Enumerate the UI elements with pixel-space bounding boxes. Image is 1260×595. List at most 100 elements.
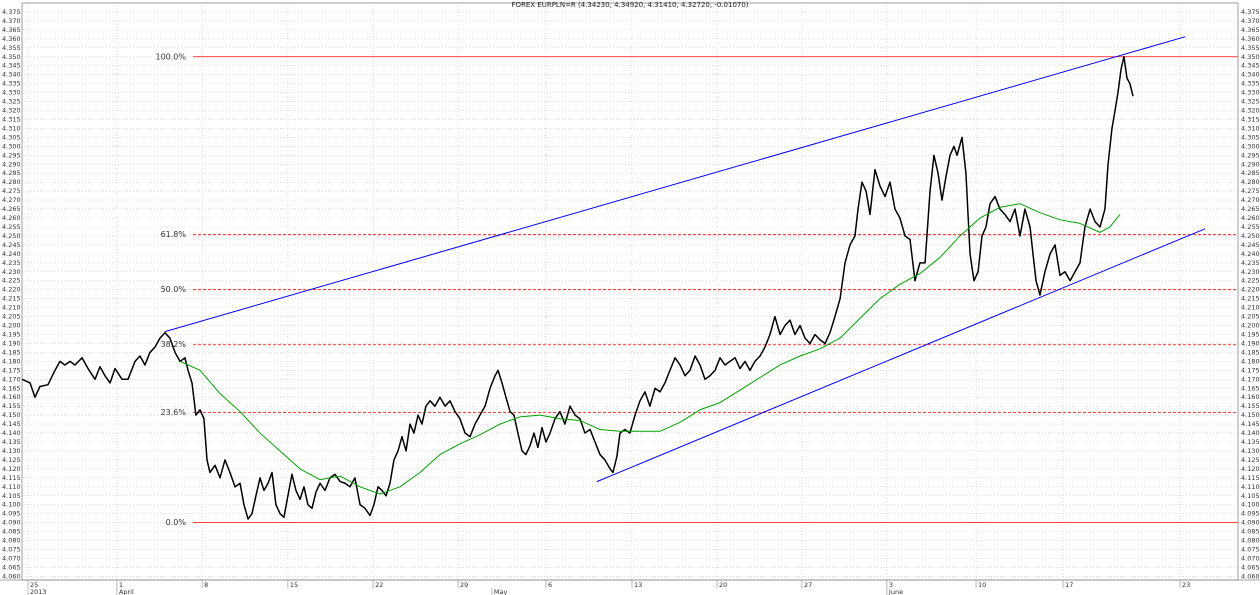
trend-line xyxy=(164,36,1186,333)
fib-label: 61.8% xyxy=(161,230,187,239)
y-tick-label: 4.215 xyxy=(2,295,21,303)
y-tick-label: 4.230 xyxy=(2,268,21,276)
y-tick-label-right: 4.245 xyxy=(1241,241,1260,249)
fib-label: 23.6% xyxy=(161,408,187,417)
y-tick-label-right: 4.140 xyxy=(1241,429,1260,437)
y-tick-label-right: 4.370 xyxy=(1241,17,1260,25)
y-tick-label: 4.315 xyxy=(2,115,21,123)
y-tick-label: 4.145 xyxy=(2,420,21,428)
trend-line xyxy=(596,228,1206,483)
fib-label: 0.0% xyxy=(166,518,187,527)
fib-label: 50.0% xyxy=(161,285,187,294)
period-label: May xyxy=(494,588,508,595)
y-tick-label-right: 4.115 xyxy=(1241,474,1260,482)
y-tick-label: 4.130 xyxy=(2,447,21,455)
y-tick-label-right: 4.185 xyxy=(1241,348,1260,356)
y-tick-label: 4.210 xyxy=(2,304,21,312)
y-tick-label-right: 4.240 xyxy=(1241,250,1260,258)
y-tick-label-right: 4.070 xyxy=(1241,554,1260,562)
y-tick-label-right: 4.065 xyxy=(1241,563,1260,571)
y-tick-label-right: 4.285 xyxy=(1241,169,1260,177)
x-tick-label: 15 xyxy=(290,581,298,589)
period-label: June xyxy=(888,588,903,595)
y-tick-label-right: 4.135 xyxy=(1241,438,1260,446)
y-tick-label: 4.265 xyxy=(2,205,21,213)
y-tick-label: 4.270 xyxy=(2,196,21,204)
y-tick-label: 4.125 xyxy=(2,456,21,464)
y-tick-label-right: 4.215 xyxy=(1241,295,1260,303)
y-tick-label: 4.080 xyxy=(2,537,21,545)
y-tick-label-right: 4.060 xyxy=(1241,572,1260,580)
y-tick-label-right: 4.205 xyxy=(1241,313,1260,321)
y-tick-label: 4.105 xyxy=(2,492,21,500)
y-tick-label: 4.100 xyxy=(2,501,21,509)
y-tick-label-right: 4.130 xyxy=(1241,447,1260,455)
y-tick-label: 4.205 xyxy=(2,313,21,321)
x-tick-label: 22 xyxy=(375,581,383,589)
y-tick-label: 4.295 xyxy=(2,151,21,159)
moving-average-line xyxy=(179,203,1121,495)
y-tick-label-right: 4.300 xyxy=(1241,142,1260,150)
y-tick-label-right: 4.255 xyxy=(1241,223,1260,231)
y-tick-label: 4.090 xyxy=(2,519,21,527)
price-line xyxy=(21,56,1134,520)
y-tick-label: 4.365 xyxy=(2,26,21,34)
y-tick-label: 4.320 xyxy=(2,107,21,115)
y-tick-label-right: 4.210 xyxy=(1241,304,1260,312)
y-tick-label: 4.350 xyxy=(2,53,21,61)
y-tick-label-right: 4.345 xyxy=(1241,62,1260,70)
period-label: 2013 xyxy=(30,588,47,595)
y-tick-label-right: 4.145 xyxy=(1241,420,1260,428)
y-tick-label: 4.075 xyxy=(2,546,21,554)
x-tick-label: 1 xyxy=(119,581,123,589)
y-tick-label: 4.250 xyxy=(2,232,21,240)
y-tick-label-right: 4.125 xyxy=(1241,456,1260,464)
y-tick-label: 4.370 xyxy=(2,17,21,25)
y-tick-label: 4.240 xyxy=(2,250,21,258)
y-tick-label-right: 4.280 xyxy=(1241,178,1260,186)
y-tick-label: 4.120 xyxy=(2,465,21,473)
y-tick-label: 4.345 xyxy=(2,62,21,70)
period-label: April xyxy=(119,588,134,595)
y-tick-label: 4.195 xyxy=(2,331,21,339)
y-tick-label-right: 4.360 xyxy=(1241,35,1260,43)
y-tick-label: 4.375 xyxy=(2,8,21,16)
y-tick-label-right: 4.350 xyxy=(1241,53,1260,61)
y-tick-label-right: 4.220 xyxy=(1241,286,1260,294)
y-tick-label: 4.330 xyxy=(2,89,21,97)
y-tick-label: 4.150 xyxy=(2,411,21,419)
y-tick-label-right: 4.330 xyxy=(1241,89,1260,97)
y-tick-label: 4.245 xyxy=(2,241,21,249)
y-tick-label: 4.070 xyxy=(2,554,21,562)
y-tick-label-right: 4.190 xyxy=(1241,339,1260,347)
y-tick-label-right: 4.085 xyxy=(1241,528,1260,536)
y-tick-label: 4.200 xyxy=(2,322,21,330)
y-tick-label: 4.180 xyxy=(2,357,21,365)
x-tick-label: 27 xyxy=(804,581,812,589)
y-tick-label: 4.135 xyxy=(2,438,21,446)
y-tick-label-right: 4.275 xyxy=(1241,187,1260,195)
x-tick-label: 8 xyxy=(204,581,208,589)
y-tick-label-right: 4.230 xyxy=(1241,268,1260,276)
y-tick-label: 4.235 xyxy=(2,259,21,267)
y-tick-label: 4.360 xyxy=(2,35,21,43)
y-tick-label: 4.285 xyxy=(2,169,21,177)
y-tick-label-right: 4.080 xyxy=(1241,537,1260,545)
y-tick-label: 4.305 xyxy=(2,133,21,141)
fib-label: 38.2% xyxy=(161,340,187,349)
y-tick-label: 4.220 xyxy=(2,286,21,294)
y-tick-label-right: 4.225 xyxy=(1241,277,1260,285)
y-tick-label-right: 4.310 xyxy=(1241,124,1260,132)
y-tick-label: 4.065 xyxy=(2,563,21,571)
y-tick-label-right: 4.290 xyxy=(1241,160,1260,168)
y-tick-label-right: 4.265 xyxy=(1241,205,1260,213)
x-tick-label: 3 xyxy=(889,581,893,589)
x-tick-label: 10 xyxy=(978,581,986,589)
y-tick-label-right: 4.340 xyxy=(1241,71,1260,79)
y-tick-label: 4.325 xyxy=(2,98,21,106)
y-tick-label: 4.260 xyxy=(2,214,21,222)
y-tick-label-right: 4.175 xyxy=(1241,366,1260,374)
y-tick-label-right: 4.250 xyxy=(1241,232,1260,240)
y-tick-label-right: 4.170 xyxy=(1241,375,1260,383)
